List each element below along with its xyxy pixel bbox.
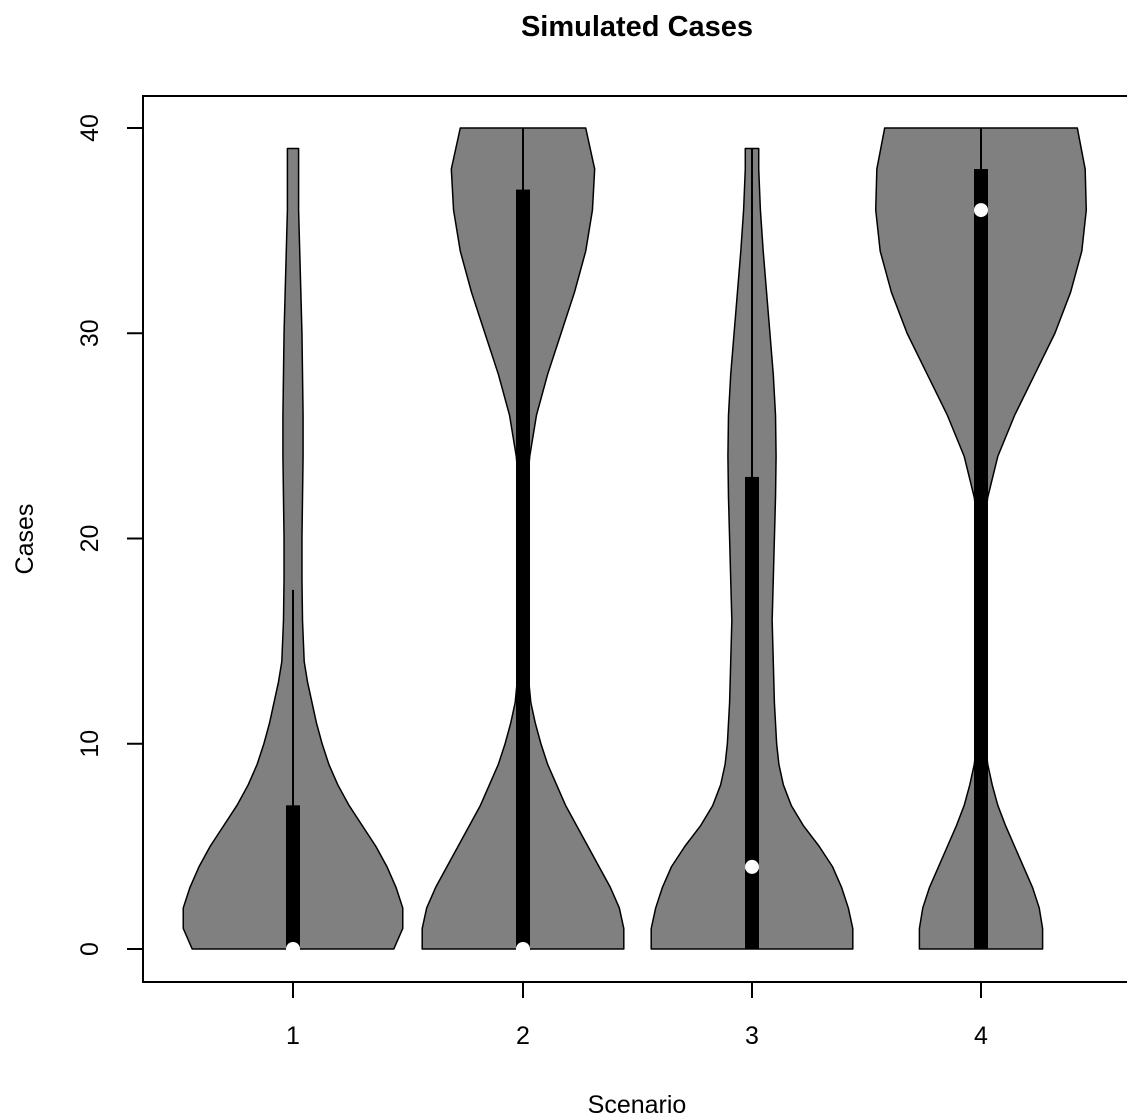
y-tick-label: 10 (76, 730, 104, 758)
x-axis: 1 2 3 4 (286, 981, 988, 1050)
y-tick-label: 20 (76, 525, 104, 553)
x-tick-label: 4 (974, 1022, 988, 1050)
y-tick-label: 40 (76, 114, 104, 142)
x-tick-label: 1 (286, 1022, 300, 1050)
median-dot-1 (286, 942, 300, 956)
chart-title: Simulated Cases (521, 11, 753, 43)
median-dot-3 (745, 859, 759, 874)
violin-1 (182, 147, 404, 950)
iqr-box-1 (286, 805, 300, 949)
iqr-box-2 (516, 189, 530, 949)
median-dot-2 (516, 942, 530, 956)
x-tick-label: 3 (745, 1022, 759, 1050)
iqr-box-3 (745, 476, 759, 949)
y-axis: 0 10 20 30 40 (76, 114, 144, 956)
x-tick-label: 2 (516, 1022, 530, 1050)
violins-layer (182, 127, 1088, 956)
iqr-box-4 (974, 169, 988, 950)
y-axis-label: Cases (11, 504, 39, 575)
x-axis-label: Scenario (588, 1091, 687, 1117)
median-dot-4 (974, 203, 988, 218)
y-tick-label: 30 (76, 319, 104, 347)
y-tick-label: 0 (76, 942, 104, 956)
